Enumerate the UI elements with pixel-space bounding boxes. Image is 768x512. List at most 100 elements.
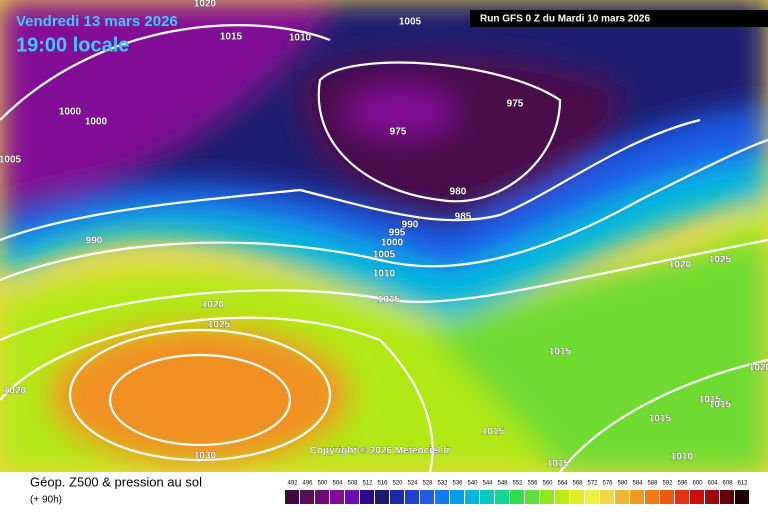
isobar-label: 1030 <box>194 451 217 462</box>
legend-swatch <box>300 490 314 504</box>
isobar-label: 1005 <box>373 250 396 261</box>
footer-lead: (+ 90h) <box>30 495 62 506</box>
legend-value: 596 <box>677 481 688 487</box>
isobar-label: 1015 <box>547 459 570 470</box>
legend-value: 552 <box>512 481 523 487</box>
legend-value: 600 <box>692 481 703 487</box>
legend-value: 604 <box>707 481 718 487</box>
legend-value: 608 <box>722 481 733 487</box>
forecast-date: Vendredi 13 mars 2026 <box>16 13 178 30</box>
legend-swatch <box>360 490 374 504</box>
legend-value: 492 <box>287 481 298 487</box>
legend-swatch <box>420 490 434 504</box>
legend-swatch <box>390 490 404 504</box>
legend-swatch <box>285 490 299 504</box>
legend-value: 576 <box>602 481 613 487</box>
legend-swatch <box>330 490 344 504</box>
legend-swatch <box>435 490 449 504</box>
legend-value: 540 <box>467 481 478 487</box>
legend-value: 520 <box>392 481 403 487</box>
legend-value: 500 <box>317 481 328 487</box>
isobar-label: 975 <box>390 127 407 138</box>
legend-value: 504 <box>332 481 343 487</box>
isobar-label: 1020 <box>202 300 225 311</box>
legend-value: 612 <box>737 481 748 487</box>
legend-swatch <box>540 490 554 504</box>
legend-swatch <box>600 490 614 504</box>
isobar-label: 1015 <box>699 395 722 406</box>
isobar-label: 1005 <box>0 155 22 166</box>
isobar-label: 1010 <box>671 452 694 463</box>
legend-swatch <box>555 490 569 504</box>
copyright: Copyright © 2026 Meteociel.fr <box>310 446 451 457</box>
footer-title: Géop. Z500 & pression au sol <box>30 474 202 489</box>
legend-swatch <box>615 490 629 504</box>
isobars <box>0 24 768 473</box>
forecast-time: 19:00 locale <box>16 34 129 56</box>
legend-swatch <box>375 490 389 504</box>
legend-value: 496 <box>302 481 313 487</box>
isobar-label: 990 <box>86 236 103 247</box>
legend-swatch <box>450 490 464 504</box>
legend-value: 512 <box>362 481 373 487</box>
isobar-label: 975 <box>507 99 524 110</box>
legend-swatch <box>705 490 719 504</box>
isobar-label: 1015 <box>549 347 572 358</box>
legend-value: 560 <box>542 481 553 487</box>
legend-swatch <box>660 490 674 504</box>
isobar-label: 1000 <box>85 117 108 128</box>
legend-value: 528 <box>422 481 433 487</box>
legend-swatch <box>525 490 539 504</box>
legend-value: 568 <box>572 481 583 487</box>
isobar-label: 980 <box>450 187 467 198</box>
legend-swatch <box>720 490 734 504</box>
isobar-label: 995 <box>389 228 406 239</box>
legend-value: 592 <box>662 481 673 487</box>
isobar-label: 1020 <box>194 0 217 10</box>
legend-swatch <box>585 490 599 504</box>
legend-value: 544 <box>482 481 493 487</box>
legend-value: 536 <box>452 481 463 487</box>
run-info: Run GFS 0 Z du Mardi 10 mars 2026 <box>480 14 650 25</box>
legend-swatch <box>675 490 689 504</box>
legend-value: 584 <box>632 481 643 487</box>
isobar-label: 1005 <box>399 17 422 28</box>
isobar-label: 1010 <box>373 269 396 280</box>
isobar-label: 1015 <box>482 427 505 438</box>
legend-swatch <box>345 490 359 504</box>
legend-swatch <box>735 490 749 504</box>
legend-swatch <box>510 490 524 504</box>
legend-value: 572 <box>587 481 598 487</box>
legend-swatch <box>570 490 584 504</box>
isobar-label: 990 <box>402 220 419 231</box>
legend-swatch <box>465 490 479 504</box>
isobar-label: 1000 <box>59 107 82 118</box>
legend-swatch <box>315 490 329 504</box>
isobar-label: 1015 <box>709 400 732 411</box>
legend-value: 580 <box>617 481 628 487</box>
isobar-label: 1020 <box>4 386 27 397</box>
isobar-label: 1015 <box>220 32 243 43</box>
legend-swatch <box>645 490 659 504</box>
legend-value: 588 <box>647 481 658 487</box>
isobar-label: 1000 <box>381 238 404 249</box>
legend-value: 548 <box>497 481 508 487</box>
isobar-label: 1015 <box>649 414 672 425</box>
isobar-label: 1025 <box>208 320 231 331</box>
isobar-label: 1010 <box>289 33 312 44</box>
legend-value: 556 <box>527 481 538 487</box>
isobar-label: 1015 <box>378 295 401 306</box>
legend-value: 516 <box>377 481 388 487</box>
geopotential-field <box>0 0 768 472</box>
isobar-label: 1020 <box>669 260 692 271</box>
legend-value: 524 <box>407 481 418 487</box>
legend-swatch <box>630 490 644 504</box>
legend-value: 564 <box>557 481 568 487</box>
legend-swatch <box>405 490 419 504</box>
run-banner <box>470 10 768 27</box>
isobar-label: 1020 <box>749 363 768 374</box>
isobar-label: 985 <box>455 212 472 223</box>
isobar-label: 1025 <box>709 255 732 266</box>
legend-swatch <box>480 490 494 504</box>
